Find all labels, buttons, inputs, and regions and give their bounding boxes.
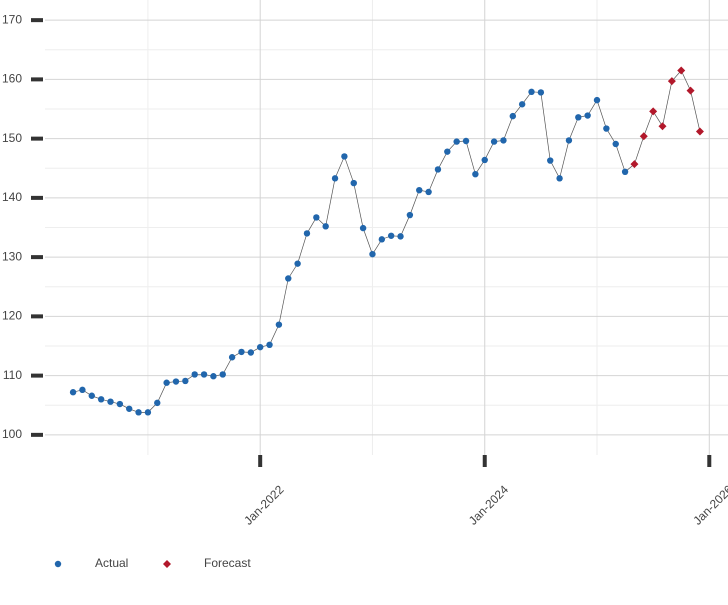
y-tick-label: 170	[2, 12, 22, 26]
point	[695, 127, 704, 136]
point	[667, 77, 676, 86]
point	[453, 138, 460, 145]
y-tick-label: 150	[2, 131, 22, 145]
y-tick-label: 120	[2, 309, 22, 323]
point	[294, 260, 301, 267]
point	[500, 137, 507, 144]
point	[509, 112, 517, 120]
point	[107, 398, 114, 405]
point	[584, 112, 591, 119]
point	[649, 107, 658, 116]
point	[406, 211, 414, 219]
point	[575, 114, 582, 121]
point	[472, 170, 479, 178]
point	[434, 166, 442, 173]
y-tick-label: 100	[2, 427, 22, 441]
y-tick-label: 130	[2, 249, 22, 263]
point	[182, 377, 189, 385]
point	[228, 354, 236, 361]
point	[154, 399, 161, 407]
x-tick-label: Jan-2026	[690, 482, 728, 528]
point	[612, 140, 619, 148]
point	[238, 348, 245, 356]
y-tick-label: 160	[2, 72, 22, 86]
point	[275, 321, 283, 328]
point	[97, 396, 105, 403]
legend-marker	[163, 560, 171, 568]
point	[285, 275, 292, 282]
point	[350, 179, 357, 187]
point	[658, 122, 667, 131]
point	[528, 88, 535, 96]
point	[481, 156, 488, 164]
legend-label: Actual	[95, 556, 128, 570]
point	[219, 371, 226, 378]
point	[556, 175, 563, 182]
point	[425, 188, 432, 196]
legend-marker	[54, 560, 62, 568]
point	[630, 160, 639, 169]
point	[172, 378, 180, 385]
point	[593, 96, 601, 104]
point	[322, 223, 329, 230]
point	[88, 392, 95, 399]
point	[79, 386, 86, 394]
point	[256, 343, 264, 351]
y-tick-label: 110	[3, 368, 22, 382]
point	[639, 132, 648, 141]
point	[313, 214, 320, 221]
series-line	[634, 69, 701, 165]
point	[518, 101, 526, 108]
point	[565, 137, 573, 144]
point	[303, 230, 311, 237]
point	[416, 186, 423, 194]
point	[359, 224, 367, 232]
point	[200, 371, 208, 378]
point	[537, 89, 545, 96]
point	[331, 175, 339, 182]
point	[378, 236, 386, 243]
point	[369, 250, 376, 258]
point	[686, 86, 695, 95]
point	[126, 405, 133, 412]
point	[247, 349, 255, 356]
series-line	[72, 91, 626, 413]
point	[341, 153, 348, 160]
point	[547, 157, 554, 164]
legend-label: Forecast	[204, 556, 251, 570]
point	[144, 409, 152, 416]
point	[116, 400, 124, 408]
point	[135, 409, 142, 416]
point	[397, 233, 404, 240]
x-tick-label: Jan-2024	[466, 482, 512, 528]
point	[210, 373, 217, 380]
point	[677, 66, 686, 75]
point	[462, 137, 470, 145]
point	[621, 168, 629, 176]
point	[490, 138, 498, 145]
y-tick-label: 140	[2, 190, 22, 204]
point	[69, 389, 77, 396]
point	[163, 379, 170, 386]
point	[191, 371, 198, 378]
point	[444, 148, 451, 155]
x-tick-label: Jan-2022	[241, 482, 287, 528]
point	[603, 125, 610, 132]
point	[266, 341, 273, 349]
point	[387, 232, 395, 239]
